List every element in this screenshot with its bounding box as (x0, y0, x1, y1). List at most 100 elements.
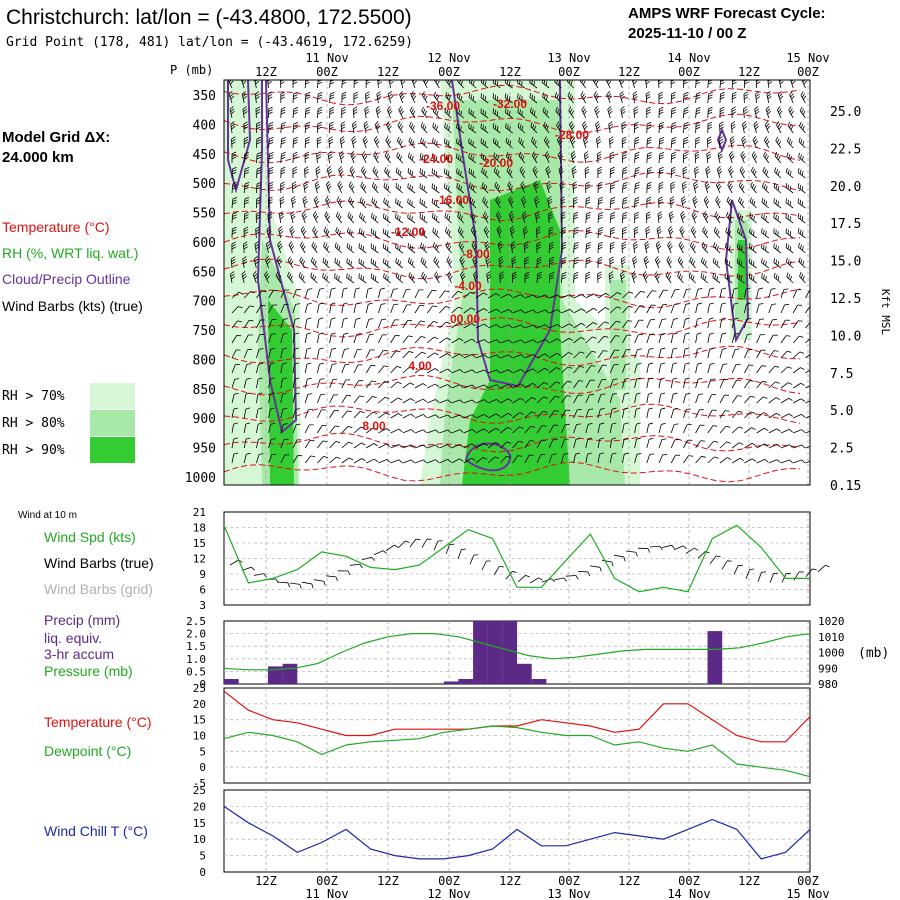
wind-barb (536, 271, 542, 284)
wind-barb (231, 349, 241, 359)
wind-barb (548, 272, 555, 284)
wind-barb (443, 183, 452, 194)
wind-barb (585, 322, 598, 329)
cloud-outline (464, 442, 512, 472)
wind-barb (719, 410, 730, 419)
wind-barb (633, 106, 639, 119)
wind-barb (731, 348, 740, 359)
surface-wind-barb (301, 581, 314, 589)
wind-barb (341, 441, 353, 449)
wind-barb (231, 241, 237, 254)
wind-barb (561, 438, 569, 449)
wind-barb (329, 91, 335, 104)
wind-barb (341, 348, 349, 359)
wind-barb (683, 136, 689, 149)
dewpoint-legend: Dewpoint (°C) (44, 743, 131, 759)
wind-barb (524, 454, 534, 464)
wind-barb (683, 107, 689, 119)
wind-barb (292, 454, 303, 464)
wind-barb (407, 213, 416, 224)
wind-barb (523, 241, 529, 254)
wind-barb (736, 258, 745, 269)
wind-barb (792, 335, 804, 344)
y-tick-label: 2.0 (186, 628, 206, 641)
wind-barb (500, 309, 513, 314)
wind-barb (543, 136, 550, 149)
wind-barb (761, 197, 770, 209)
wind-barb (512, 383, 525, 389)
wind-barb (606, 91, 612, 104)
wind-barb (683, 455, 694, 464)
wind-barbs-grid-legend: Wind Barbs (grid) (44, 581, 153, 597)
wind-barb (370, 228, 379, 239)
wind-barb (645, 226, 651, 239)
wind-barb (670, 80, 676, 89)
wind-barb (749, 228, 757, 239)
wind-barb (548, 424, 559, 434)
pressure-tick: 980 (818, 678, 838, 691)
wind-barb (483, 226, 490, 239)
wind-barb (390, 303, 399, 314)
wind-barb (756, 458, 769, 464)
wind-barb (383, 197, 391, 209)
wind-barb (444, 197, 452, 209)
pressure-tick: 900 (193, 412, 216, 427)
wind-barb (312, 226, 318, 239)
wind-barb (341, 363, 350, 374)
wind-barb (276, 256, 282, 269)
y-tick-label: 0 (199, 678, 206, 691)
wind-barb (719, 121, 724, 134)
wind-barb (329, 287, 336, 299)
wind-barb (304, 107, 311, 119)
wind-barb (317, 317, 324, 329)
wind-barb (805, 289, 810, 299)
wind-barb (524, 339, 537, 344)
wind-barb (243, 136, 249, 148)
wind-barb (657, 211, 663, 224)
wind-barb (597, 227, 604, 239)
legend-rh80-swatch (90, 410, 135, 436)
wind-barb (414, 429, 427, 434)
wind-barb (622, 197, 628, 209)
wind-barb (609, 181, 616, 194)
wind-barb (761, 213, 770, 224)
wind-barb (268, 137, 274, 149)
wind-barb (500, 293, 513, 299)
wind-barb (622, 452, 629, 464)
wind-barb (707, 121, 713, 134)
wind-barb (695, 424, 705, 434)
wind-barb (256, 319, 265, 329)
surface-wind-barb (433, 540, 443, 551)
wind-barb (451, 429, 464, 434)
wind-barb (398, 106, 404, 119)
y-tick-label: 25 (193, 682, 206, 695)
wind-barb (268, 422, 276, 434)
wind-barb (707, 317, 714, 329)
wind-barb (371, 212, 379, 224)
wind-barb (597, 350, 608, 359)
wind-barb (573, 293, 586, 299)
wind-barb (780, 319, 790, 329)
wind-barb (548, 367, 561, 374)
wind-barb (597, 393, 606, 404)
precip-bar (224, 679, 239, 684)
wind-barb (451, 306, 463, 314)
pressure-axis: 350 400 450 500 550 600 650 700 750 800 850 900 950 1… (185, 89, 216, 486)
wind-barb (607, 106, 613, 119)
wind-barb (585, 379, 595, 389)
wind-barb (739, 166, 746, 179)
wind-barb (756, 443, 769, 449)
wind-barb (517, 107, 526, 119)
wind-barb (241, 91, 248, 104)
wind-barb (310, 272, 318, 284)
dewpoint-line (223, 725, 811, 778)
wind-barb (387, 91, 394, 104)
y-tick-label: 5 (199, 745, 206, 758)
pressure-tick: 1000 (185, 471, 216, 486)
surface-wind-barb (313, 579, 326, 586)
wind-barb (524, 368, 537, 374)
wind-barb (646, 407, 653, 419)
wind-barb (243, 211, 249, 224)
wind-barb (414, 304, 425, 314)
panel-frame (223, 789, 811, 873)
